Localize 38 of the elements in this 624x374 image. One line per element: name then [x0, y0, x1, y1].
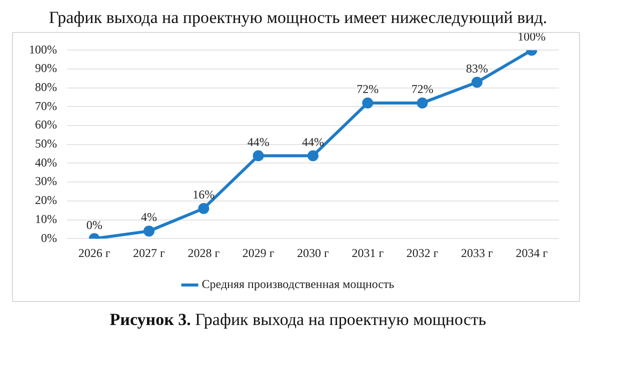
point: [472, 76, 482, 88]
point: [252, 150, 264, 162]
data-label: 44%: [302, 134, 324, 149]
y-tick-label: 80%: [34, 80, 57, 94]
data-label: 4%: [140, 210, 157, 224]
data-label: 0%: [86, 218, 102, 232]
data-label: 72%: [411, 82, 434, 96]
data-label: 83%: [466, 61, 488, 76]
chart-title: График выхода на проектную мощность имеет нижеследующий вид.: [48, 8, 548, 28]
x-tick-label: 2029 г: [242, 246, 274, 260]
data-label: 44%: [247, 134, 270, 149]
point: [416, 97, 428, 108]
x-tick-label: 2030 г: [297, 246, 330, 260]
y-tick-label: 40%: [34, 155, 57, 170]
data-label: 16%: [192, 188, 215, 202]
y-tick-label: 0%: [40, 230, 57, 245]
y-tick-label: 70%: [34, 98, 57, 113]
y-tick-label: 90%: [34, 61, 57, 76]
legend-label: Средняя производственная мощность: [202, 277, 395, 292]
y-tick-label: 20%: [34, 193, 57, 208]
x-tick-label: 2032 г: [406, 246, 438, 260]
x-tick-label: 2033 г: [461, 246, 494, 260]
point: [308, 150, 318, 162]
x-tick-label: 2026 г: [78, 246, 110, 260]
y-tick-label: 60%: [34, 118, 57, 132]
data-label: 72%: [356, 82, 379, 96]
text: Рисунок 3. График выхода на проектную мощность: [110, 310, 486, 329]
x-tick-label: 2031 г: [352, 246, 384, 260]
y-tick-label: 10%: [34, 212, 57, 226]
y-tick-label: 50%: [34, 136, 57, 151]
y-tick-label: 100%: [28, 42, 57, 56]
x-tick-label: 2034 г: [516, 246, 548, 260]
point: [362, 97, 374, 108]
point: [143, 226, 154, 237]
point: [198, 202, 210, 214]
x-tick-label: 2027 г: [133, 246, 166, 260]
y-tick-label: 30%: [34, 174, 57, 188]
x-tick-label: 2028 г: [188, 246, 220, 260]
